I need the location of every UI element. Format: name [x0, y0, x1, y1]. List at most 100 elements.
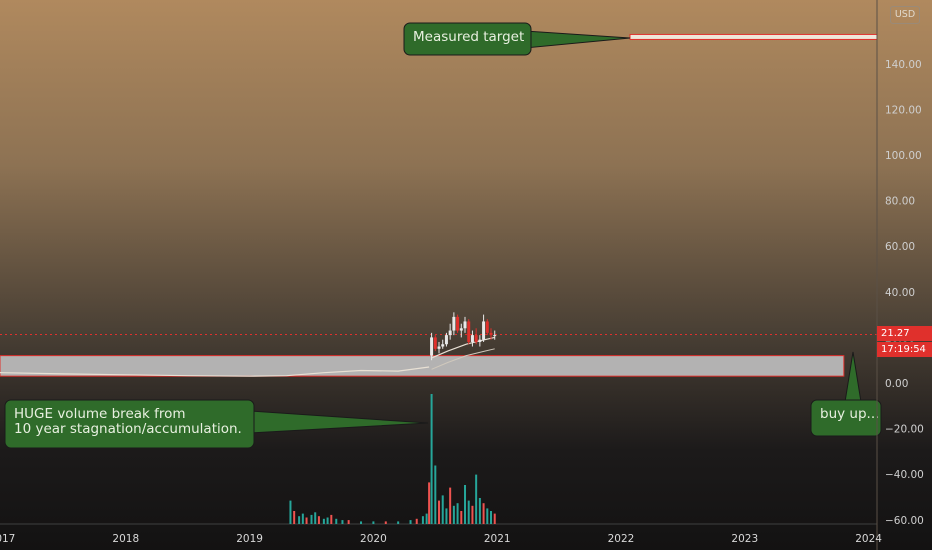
candle-body-14 [482, 321, 486, 340]
callout-box [810, 399, 882, 437]
volume-bar-31 [460, 511, 463, 524]
volume-bar-5 [310, 514, 313, 524]
callout-text: Measured target [413, 29, 524, 45]
volume-bar-1 [293, 511, 296, 524]
callout-pointer [249, 410, 429, 434]
callout-measured-target[interactable]: Measured target [403, 22, 631, 56]
candle-body-12 [474, 335, 478, 342]
volume-bar-0 [289, 500, 292, 524]
volume-bar-8 [322, 518, 325, 524]
y-tick-label: 0.00 [885, 378, 908, 390]
candle-body-6 [452, 316, 456, 331]
callout-pointer [844, 351, 862, 403]
volume-bar-10 [330, 514, 333, 524]
y-tick-label: 80.00 [885, 196, 915, 208]
volume-bar-26 [441, 495, 444, 524]
candle-body-16 [489, 332, 493, 336]
volume-bar-25 [438, 500, 441, 524]
y-tick-label: 40.00 [885, 287, 915, 299]
candle-body-8 [459, 328, 463, 331]
price-axis[interactable]: 140.00120.00100.0080.0060.0040.0020.000.… [876, 0, 924, 550]
volume-bar-11 [335, 518, 338, 524]
volume-bar-19 [415, 518, 418, 524]
candle-body-4 [444, 335, 448, 345]
bar-countdown-label: 17:19:54 [877, 342, 932, 357]
callout-text: 10 year stagnation/accumulation. [14, 421, 242, 437]
series-line-0 [0, 366, 430, 377]
volume-bar-7 [317, 516, 320, 524]
x-tick-label: 2023 [731, 533, 758, 545]
volume-bar-22 [428, 482, 431, 524]
candle-body-5 [448, 330, 452, 336]
volume-bar-24 [434, 465, 437, 524]
callout-box [403, 22, 532, 56]
volume-bar-29 [452, 505, 455, 524]
callout-pointer [524, 30, 631, 49]
callout-box [4, 399, 255, 449]
volume-bar-9 [326, 517, 329, 524]
support-zone [0, 355, 845, 377]
x-tick-label: 2024 [855, 533, 882, 545]
volume-bar-37 [482, 503, 485, 524]
volume-bar-4 [305, 517, 308, 524]
volume-bars [0, 394, 877, 525]
series-line-2-b [431, 348, 495, 370]
volume-bar-2 [298, 516, 301, 524]
callout-volume-break[interactable]: HUGE volume break from 10 year stagnatio… [4, 399, 429, 449]
x-tick-label: 2020 [360, 533, 387, 545]
series-line-2 [431, 336, 495, 359]
volume-bar-16 [384, 521, 387, 524]
volume-bar-30 [456, 503, 459, 524]
candle-body-7 [456, 316, 460, 331]
x-tick-label: 2022 [608, 533, 635, 545]
volume-bar-12 [341, 520, 344, 524]
y-tick-label: 60.00 [885, 241, 915, 253]
price-lines [0, 33, 878, 377]
volume-bar-36 [478, 498, 481, 524]
candle-body-9 [463, 321, 467, 329]
volume-bar-17 [397, 521, 400, 524]
volume-bar-14 [360, 521, 363, 524]
candlesticks [430, 312, 497, 361]
candle-body-2 [437, 346, 441, 349]
y-tick-label: 140.00 [885, 59, 922, 71]
volume-bar-13 [347, 520, 350, 524]
volume-bar-34 [471, 505, 474, 524]
volume-bar-33 [467, 500, 470, 524]
current-price-label: 21.27 [877, 326, 932, 341]
measured-target-line [629, 33, 878, 40]
callout-text: buy up... [820, 406, 879, 422]
volume-bar-23 [430, 394, 433, 524]
candle-body-1 [433, 337, 437, 349]
candle-body-11 [470, 335, 474, 342]
callout-text: HUGE volume break from [14, 406, 186, 422]
annotations[interactable]: Measured target HUGE volume break from 10… [4, 22, 882, 449]
volume-bar-27 [445, 508, 448, 524]
x-tick-label: 2017 [0, 533, 15, 545]
candle-body-13 [478, 339, 482, 342]
time-axis[interactable]: 2017 2018 2019 2020 2021 2022 2023 2024 [0, 533, 882, 545]
volume-bar-40 [493, 513, 496, 524]
candle-body-17 [493, 335, 497, 337]
y-tick-label: −40.00 [885, 469, 924, 481]
volume-bar-3 [301, 513, 304, 524]
callout-buy-up[interactable]: buy up... [810, 351, 882, 437]
volume-bar-18 [409, 520, 412, 524]
candle-body-10 [467, 321, 471, 342]
candle-body-15 [485, 321, 489, 333]
volume-bar-15 [372, 521, 375, 524]
y-tick-label: −20.00 [885, 424, 924, 436]
x-tick-label: 2018 [112, 533, 139, 545]
support-zone-rect [0, 355, 845, 377]
y-tick-label: −60.00 [885, 515, 924, 527]
candle-body-0 [430, 337, 434, 356]
currency-badge[interactable]: USD [890, 6, 920, 24]
volume-bar-35 [475, 474, 478, 524]
y-tick-label: 120.00 [885, 104, 922, 116]
volume-bar-6 [314, 512, 317, 524]
x-tick-label: 2021 [484, 533, 511, 545]
volume-bar-20 [421, 516, 424, 524]
volume-bar-28 [449, 487, 452, 524]
volume-bar-38 [486, 508, 489, 524]
